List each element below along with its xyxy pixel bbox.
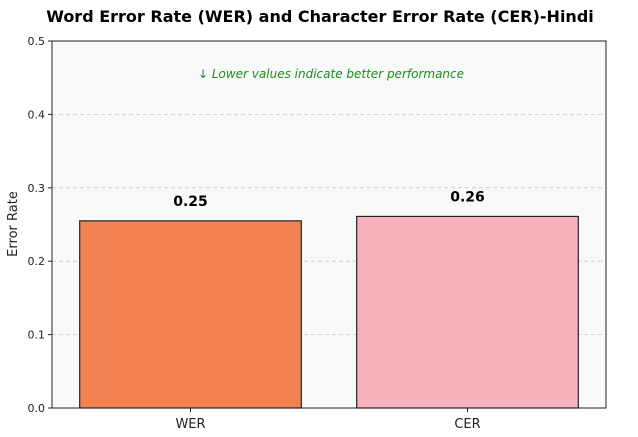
y-tick-label: 0.0: [28, 402, 46, 415]
chart-title: Word Error Rate (WER) and Character Erro…: [46, 7, 594, 26]
x-axis-ticks: WER CER: [175, 408, 481, 432]
y-axis-ticks: 0.0 0.1 0.2 0.3 0.4 0.5: [28, 35, 52, 415]
y-tick-label: 0.5: [28, 35, 46, 48]
bar-wer: [79, 220, 302, 409]
y-tick-label: 0.2: [28, 255, 46, 268]
y-tick-label: 0.4: [28, 108, 46, 121]
data-label-wer: 0.25: [173, 194, 208, 210]
bar-cer: [356, 215, 579, 409]
plot-frame: [51, 40, 607, 409]
y-tick-label: 0.3: [28, 182, 46, 195]
x-tick-label: CER: [454, 417, 480, 432]
data-label-cer: 0.26: [450, 189, 485, 205]
y-axis-label: Error Rate: [6, 191, 21, 257]
data-labels: 0.25 0.26: [173, 189, 485, 209]
y-tick-label: 0.1: [28, 329, 46, 342]
annotation-lower-is-better: ↓ Lower values indicate better performan…: [198, 67, 464, 81]
x-tick-label: WER: [175, 417, 205, 432]
bars: [79, 215, 579, 409]
